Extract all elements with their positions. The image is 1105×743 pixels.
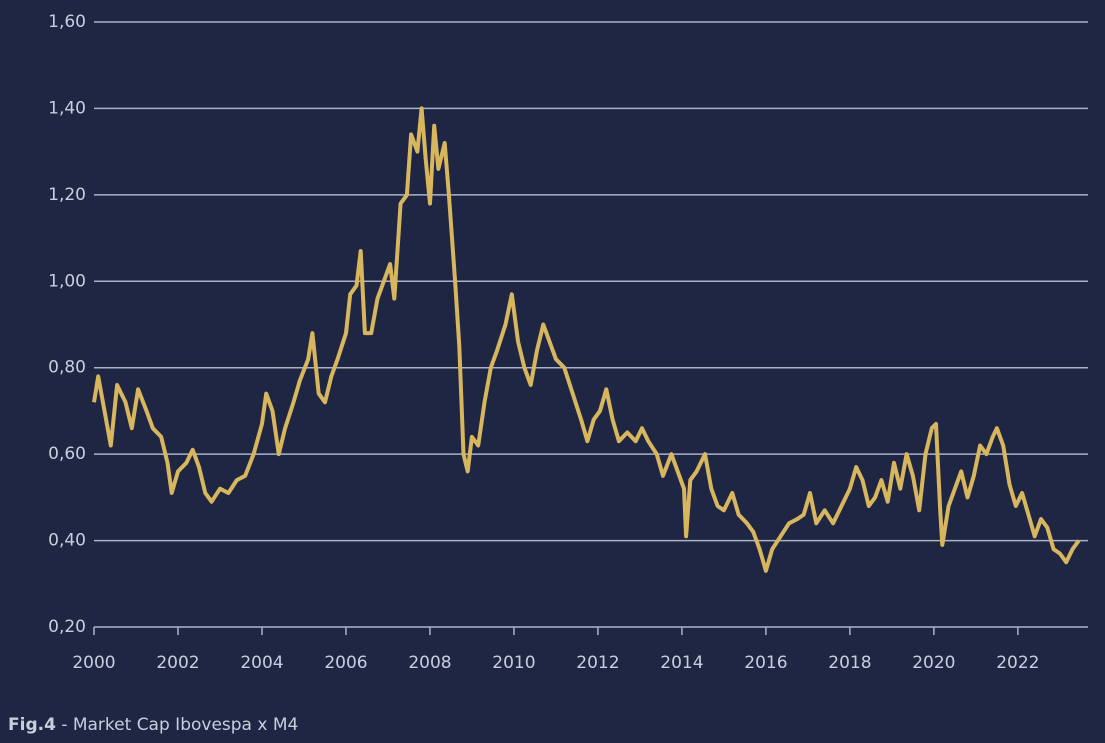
x-tick-label: 2004: [240, 653, 283, 673]
y-tick-label: 1,20: [48, 185, 86, 205]
caption: Fig.4 - Market Cap Ibovespa x M4: [8, 715, 298, 735]
y-tick-label: 0,60: [48, 444, 86, 464]
y-tick-label: 0,20: [48, 617, 86, 637]
caption-label: Fig.4: [8, 715, 56, 735]
x-tick-label: 2018: [828, 653, 871, 673]
x-tick-label: 2008: [408, 653, 451, 673]
x-tick-label: 2010: [492, 653, 535, 673]
y-tick-label: 0,80: [48, 358, 86, 378]
x-tick-label: 2020: [912, 653, 955, 673]
data-line: [92, 106, 1081, 573]
y-tick-label: 0,40: [48, 531, 86, 551]
x-tick-label: 2002: [156, 653, 199, 673]
caption-text: - Market Cap Ibovespa x M4: [61, 715, 298, 735]
x-tick-label: 2022: [996, 653, 1039, 673]
y-tick-label: 1,00: [48, 271, 86, 291]
x-tick-label: 2014: [660, 653, 703, 673]
x-tick-label: 2016: [744, 653, 787, 673]
y-tick-label: 1,40: [48, 98, 86, 118]
x-tick-label: 2000: [72, 653, 115, 673]
x-tick-label: 2012: [576, 653, 619, 673]
y-tick-label: 1,60: [48, 12, 86, 32]
x-tick-label: 2006: [324, 653, 367, 673]
